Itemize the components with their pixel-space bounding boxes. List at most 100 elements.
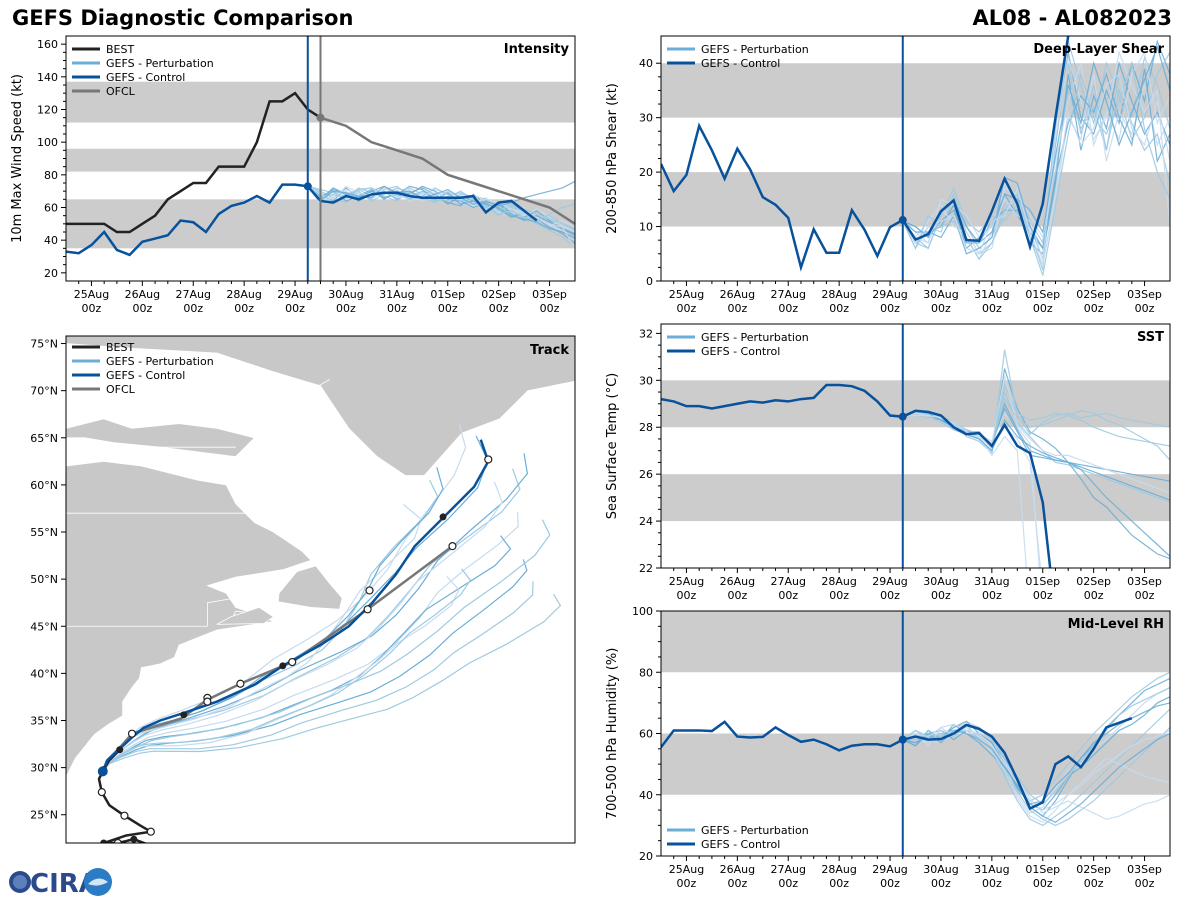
x-tick-date: 29Aug	[872, 288, 907, 301]
y-tick-label: 100	[632, 605, 653, 618]
perturbation-member-line	[902, 397, 1170, 461]
x-tick-date: 28Aug	[821, 288, 856, 301]
legend-label: OFCL	[106, 85, 136, 98]
intensity-panel: 2040608010012014016025Aug00z26Aug00z27Au…	[10, 35, 576, 315]
perturbation-track	[102, 511, 519, 772]
x-tick-date: 02Sep	[481, 288, 516, 301]
x-tick-hour: 00z	[982, 589, 1002, 602]
perturbation-member-line	[902, 410, 1170, 501]
y-tick-label: 140	[37, 71, 58, 84]
x-tick-hour: 00z	[438, 302, 458, 315]
x-tick-date: 03Sep	[1127, 575, 1162, 588]
x-tick-hour: 00z	[880, 302, 900, 315]
map-area	[66, 336, 575, 843]
x-tick-date: 28Aug	[226, 288, 261, 301]
init-marker	[303, 182, 312, 191]
lat-tick-label: 75°N	[30, 338, 58, 351]
x-tick-hour: 00z	[132, 302, 152, 315]
x-tick-hour: 00z	[727, 589, 747, 602]
y-tick-label: 40	[639, 789, 653, 802]
legend-label: GEFS - Control	[106, 369, 185, 382]
x-tick-hour: 00z	[931, 302, 951, 315]
x-tick-date: 30Aug	[923, 575, 958, 588]
y-tick-label: 26	[639, 468, 653, 481]
x-tick-date: 30Aug	[923, 863, 958, 876]
perturbation-track	[102, 568, 472, 772]
perturbation-track	[102, 593, 562, 772]
x-tick-hour: 00z	[778, 877, 798, 890]
x-tick-date: 31Aug	[974, 863, 1009, 876]
shaded-band	[661, 474, 1170, 522]
control-marker	[180, 711, 188, 719]
control-marker-open	[127, 729, 137, 738]
x-tick-hour: 00z	[336, 302, 356, 315]
legend-label: GEFS - Perturbation	[701, 43, 809, 56]
x-tick-date: 26Aug	[720, 288, 755, 301]
x-tick-date: 31Aug	[379, 288, 414, 301]
boundary-line	[244, 379, 331, 429]
x-tick-hour: 00z	[183, 302, 203, 315]
x-tick-date: 03Sep	[1127, 863, 1162, 876]
legend-label: GEFS - Perturbation	[106, 355, 214, 368]
y-tick-label: 24	[639, 515, 653, 528]
ofcl-line	[320, 116, 575, 225]
legend-label: GEFS - Perturbation	[701, 331, 809, 344]
storm-id: AL08 - AL082023	[972, 6, 1173, 30]
y-tick-label: 160	[37, 38, 58, 51]
x-tick-hour: 00z	[677, 302, 697, 315]
legend-label: BEST	[106, 341, 134, 354]
x-tick-date: 27Aug	[771, 288, 806, 301]
land-mass	[277, 565, 343, 610]
legend-label: GEFS - Control	[701, 57, 780, 70]
y-tick-label: 28	[639, 421, 653, 434]
x-tick-date: 01Sep	[1025, 575, 1060, 588]
perturbation-track	[102, 519, 551, 772]
best-marker	[100, 839, 108, 843]
init-marker	[898, 412, 907, 421]
plot-area	[661, 36, 1170, 276]
shaded-band	[661, 380, 1170, 428]
y-tick-label: 32	[639, 327, 653, 340]
perturbation-member-line	[902, 68, 1170, 255]
ofcl-marker	[363, 605, 372, 614]
x-tick-hour: 00z	[982, 877, 1002, 890]
control-marker	[279, 662, 287, 670]
perturbation-track	[102, 535, 512, 772]
x-tick-date: 01Sep	[430, 288, 465, 301]
x-tick-date: 25Aug	[669, 575, 704, 588]
panel-title: SST	[1137, 330, 1164, 345]
y-tick-label: 20	[44, 267, 58, 280]
y-tick-label: 60	[639, 728, 653, 741]
y-tick-label: 60	[44, 202, 58, 215]
x-tick-hour: 00z	[1084, 589, 1104, 602]
x-tick-date: 27Aug	[176, 288, 211, 301]
x-tick-hour: 00z	[931, 877, 951, 890]
x-tick-hour: 00z	[1084, 302, 1104, 315]
y-tick-label: 40	[639, 57, 653, 70]
x-tick-date: 27Aug	[771, 863, 806, 876]
perturbation-member-line	[307, 180, 575, 207]
lat-tick-label: 30°N	[30, 762, 58, 775]
init-marker	[898, 216, 907, 225]
y-axis-label: 700-500 hPa Humidity (%)	[605, 648, 620, 820]
x-tick-hour: 00z	[982, 302, 1002, 315]
perturbation-track	[102, 581, 534, 772]
x-tick-date: 28Aug	[821, 575, 856, 588]
control-marker	[439, 513, 447, 521]
x-tick-hour: 00z	[1135, 302, 1155, 315]
y-tick-label: 30	[639, 112, 653, 125]
x-tick-date: 29Aug	[872, 575, 907, 588]
x-tick-hour: 00z	[387, 302, 407, 315]
control-marker-open	[365, 586, 374, 595]
x-tick-hour: 00z	[829, 302, 849, 315]
best-track-line	[66, 91, 322, 234]
x-tick-hour: 00z	[489, 302, 509, 315]
y-tick-label: 80	[44, 169, 58, 182]
x-tick-hour: 00z	[778, 589, 798, 602]
lat-tick-label: 25°N	[30, 809, 58, 822]
plot-frame	[660, 323, 1171, 569]
